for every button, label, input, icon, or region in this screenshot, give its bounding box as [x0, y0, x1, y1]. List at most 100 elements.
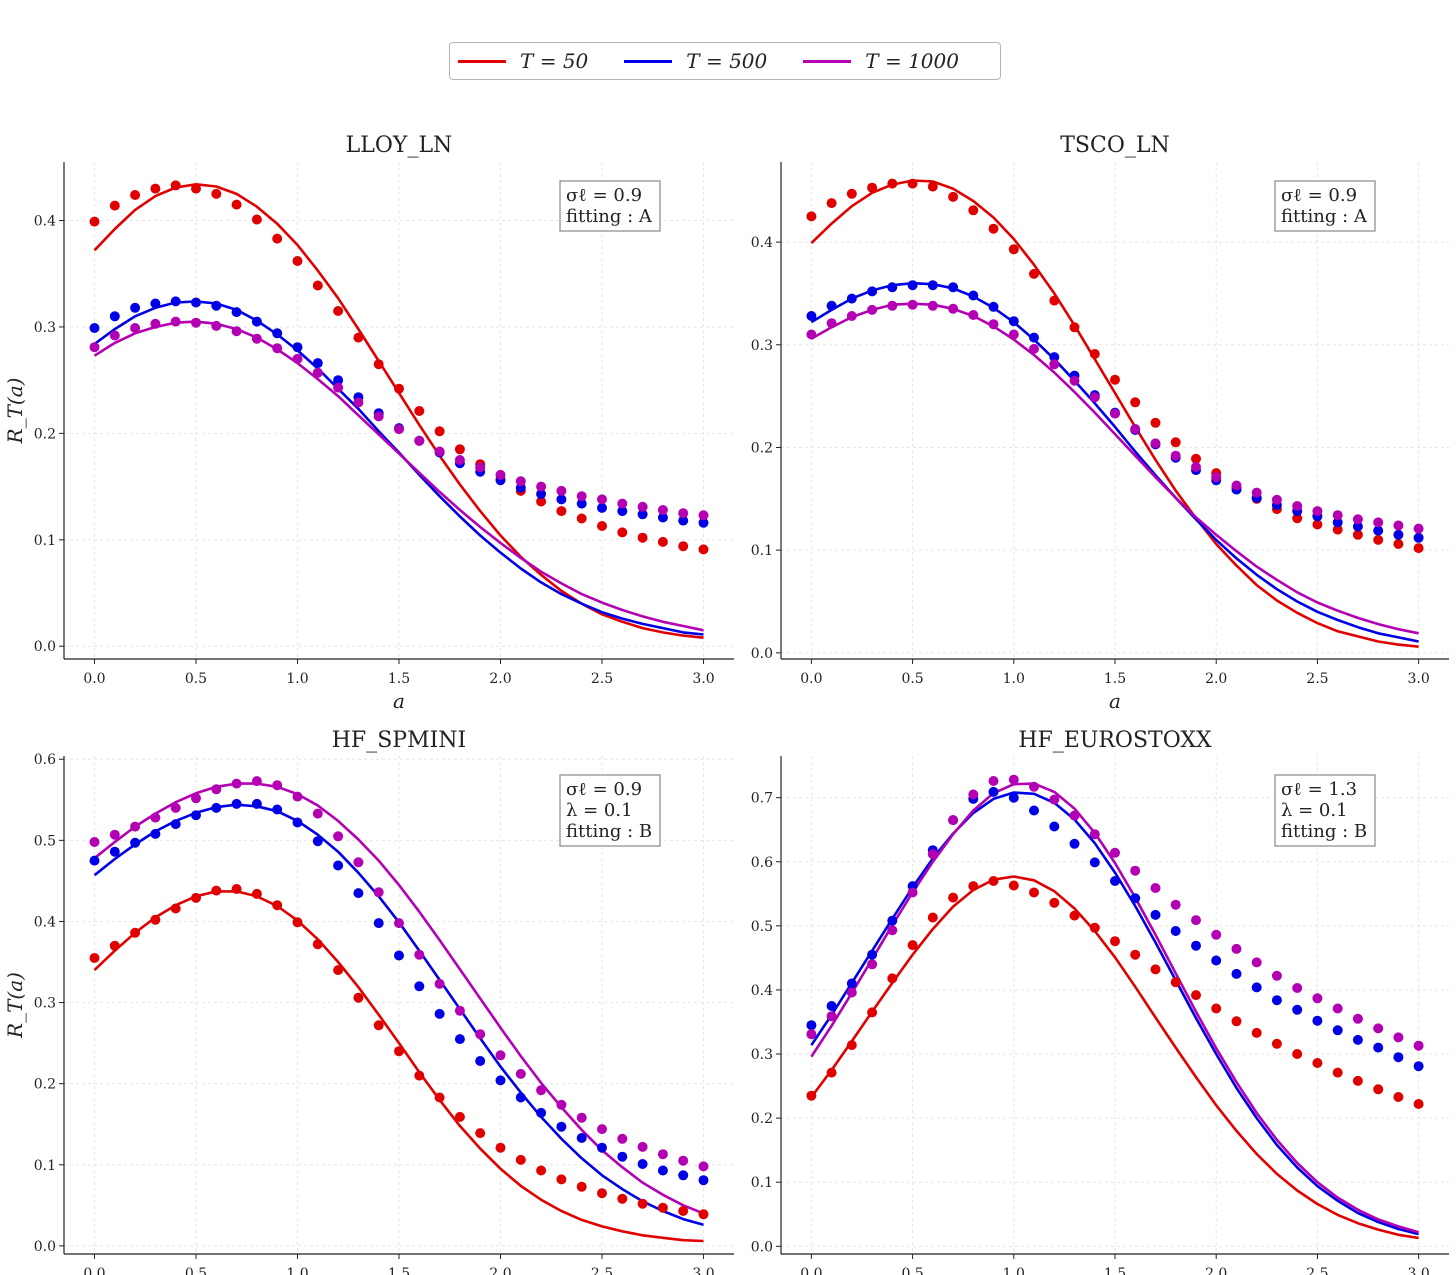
legend-item: T = 500: [624, 49, 767, 73]
y-tick-label: 0.1: [751, 543, 773, 559]
data-point-series-1: [353, 992, 364, 1003]
data-point-series-1: [1191, 453, 1201, 464]
y-tick-label: 0.3: [751, 338, 773, 354]
subplot-title: HF_SPMINI: [332, 728, 466, 753]
annotation-text: λ = 0.1: [566, 800, 633, 821]
chart-legend: T = 50 T = 500 T = 1000: [449, 42, 1001, 80]
data-point-series-1: [109, 940, 120, 951]
data-point-series-2: [637, 509, 648, 520]
data-point-series-2: [109, 846, 120, 857]
y-tick-label: 0.3: [751, 1047, 773, 1063]
data-point-series-1: [657, 536, 668, 547]
subplot-hf-spmini: 0.0 0.5 1.0 1.5 2.0 2.5 3.0 0.0 0.1 0.2 0.3 0.4 0.5 0…: [3, 728, 734, 1275]
annotation-text: σℓ = 0.9: [566, 779, 642, 800]
annotation-box: [559, 774, 661, 847]
data-point-series-3: [1413, 523, 1424, 534]
data-point-series-1: [826, 198, 837, 209]
data-point-series-1: [1292, 513, 1303, 524]
data-point-series-3: [1393, 1032, 1404, 1043]
data-point-series-1: [1352, 529, 1363, 540]
data-point-series-3: [130, 821, 141, 832]
data-point-series-2: [887, 915, 898, 926]
data-point-series-1: [454, 444, 465, 455]
data-point-series-1: [1373, 1084, 1384, 1095]
data-point-series-3: [1170, 899, 1181, 910]
legend-label: T = 1000: [865, 49, 959, 73]
data-point-series-1: [948, 892, 959, 903]
data-point-series-2: [1271, 995, 1282, 1006]
data-point-series-3: [394, 918, 404, 929]
data-point-series-2: [657, 512, 668, 523]
data-point-series-3: [988, 319, 999, 330]
x-tick-label: 2.0: [1205, 671, 1227, 687]
data-point-series-1: [617, 527, 628, 538]
data-point-series-3: [657, 1149, 668, 1160]
subplot-tsco-ln: 0.0 0.5 1.0 1.5 2.0 2.5 3.0 0.0 0.1 0.2 0.3 0.4 TSCO…: [751, 133, 1449, 713]
data-point-series-2: [1292, 1004, 1303, 1015]
data-point-series-2: [1332, 517, 1343, 528]
data-point-series-3: [1292, 983, 1303, 993]
data-point-series-2: [333, 860, 344, 871]
data-point-series-1: [251, 214, 262, 225]
data-point-series-3: [536, 481, 547, 492]
data-point-series-1: [846, 1040, 857, 1051]
data-point-series-1: [617, 1193, 628, 1204]
data-point-series-2: [1211, 955, 1222, 966]
data-point-series-1: [597, 521, 607, 531]
x-tick-label: 0.0: [800, 671, 822, 687]
data-point-series-1: [698, 1209, 709, 1220]
data-point-series-1: [536, 496, 547, 507]
data-point-series-3: [1130, 865, 1141, 876]
y-tick-label: 0.0: [34, 639, 56, 655]
data-point-series-1: [89, 953, 100, 963]
data-point-series-1: [556, 506, 567, 517]
annotation-box: [559, 180, 661, 232]
data-point-series-1: [312, 280, 323, 291]
x-tick-label: 1.0: [1003, 1266, 1025, 1275]
data-point-series-1: [1393, 1092, 1404, 1102]
data-point-series-1: [678, 541, 689, 552]
data-point-series-3: [1251, 957, 1262, 968]
y-tick-label: 0.4: [751, 235, 773, 251]
data-point-series-1: [1150, 417, 1161, 428]
data-point-series-3: [1352, 514, 1363, 525]
data-point-series-3: [1049, 794, 1060, 805]
y-tick-label: 0.5: [34, 833, 56, 849]
data-point-series-1: [948, 191, 959, 202]
data-point-series-3: [907, 887, 918, 898]
data-point-series-3: [1191, 915, 1201, 926]
data-point-series-3: [887, 925, 898, 936]
data-point-series-3: [556, 1099, 567, 1110]
data-point-series-1: [1130, 397, 1141, 408]
data-point-series-1: [1373, 534, 1384, 545]
data-point-series-2: [846, 978, 857, 989]
data-point-series-1: [968, 881, 979, 892]
data-point-series-1: [1110, 374, 1120, 385]
annotation-text: σℓ = 0.9: [1281, 185, 1357, 206]
data-point-series-2: [968, 290, 979, 301]
data-point-series-1: [1008, 880, 1019, 891]
data-point-series-1: [454, 1111, 465, 1122]
data-point-series-2: [495, 1075, 506, 1086]
data-point-series-3: [150, 812, 161, 823]
data-point-series-2: [150, 298, 161, 309]
data-point-series-3: [292, 353, 303, 364]
data-point-series-3: [826, 318, 837, 329]
x-tick-label: 1.0: [1003, 671, 1025, 687]
data-point-series-1: [576, 1181, 587, 1192]
data-point-series-2: [272, 804, 283, 815]
data-point-series-3: [251, 776, 262, 787]
data-point-series-3: [434, 978, 445, 989]
data-point-series-2: [1049, 352, 1060, 363]
x-tick-label: 0.0: [83, 671, 105, 687]
data-point-series-3: [109, 829, 120, 840]
data-point-series-1: [150, 183, 161, 194]
data-point-series-2: [988, 301, 999, 312]
data-point-series-2: [637, 1159, 648, 1169]
data-point-series-1: [1413, 543, 1424, 554]
data-point-series-2: [312, 358, 323, 369]
data-point-series-1: [1130, 949, 1141, 960]
data-point-series-1: [826, 1067, 837, 1078]
subplot-title: HF_EUROSTOXX: [1018, 728, 1212, 753]
